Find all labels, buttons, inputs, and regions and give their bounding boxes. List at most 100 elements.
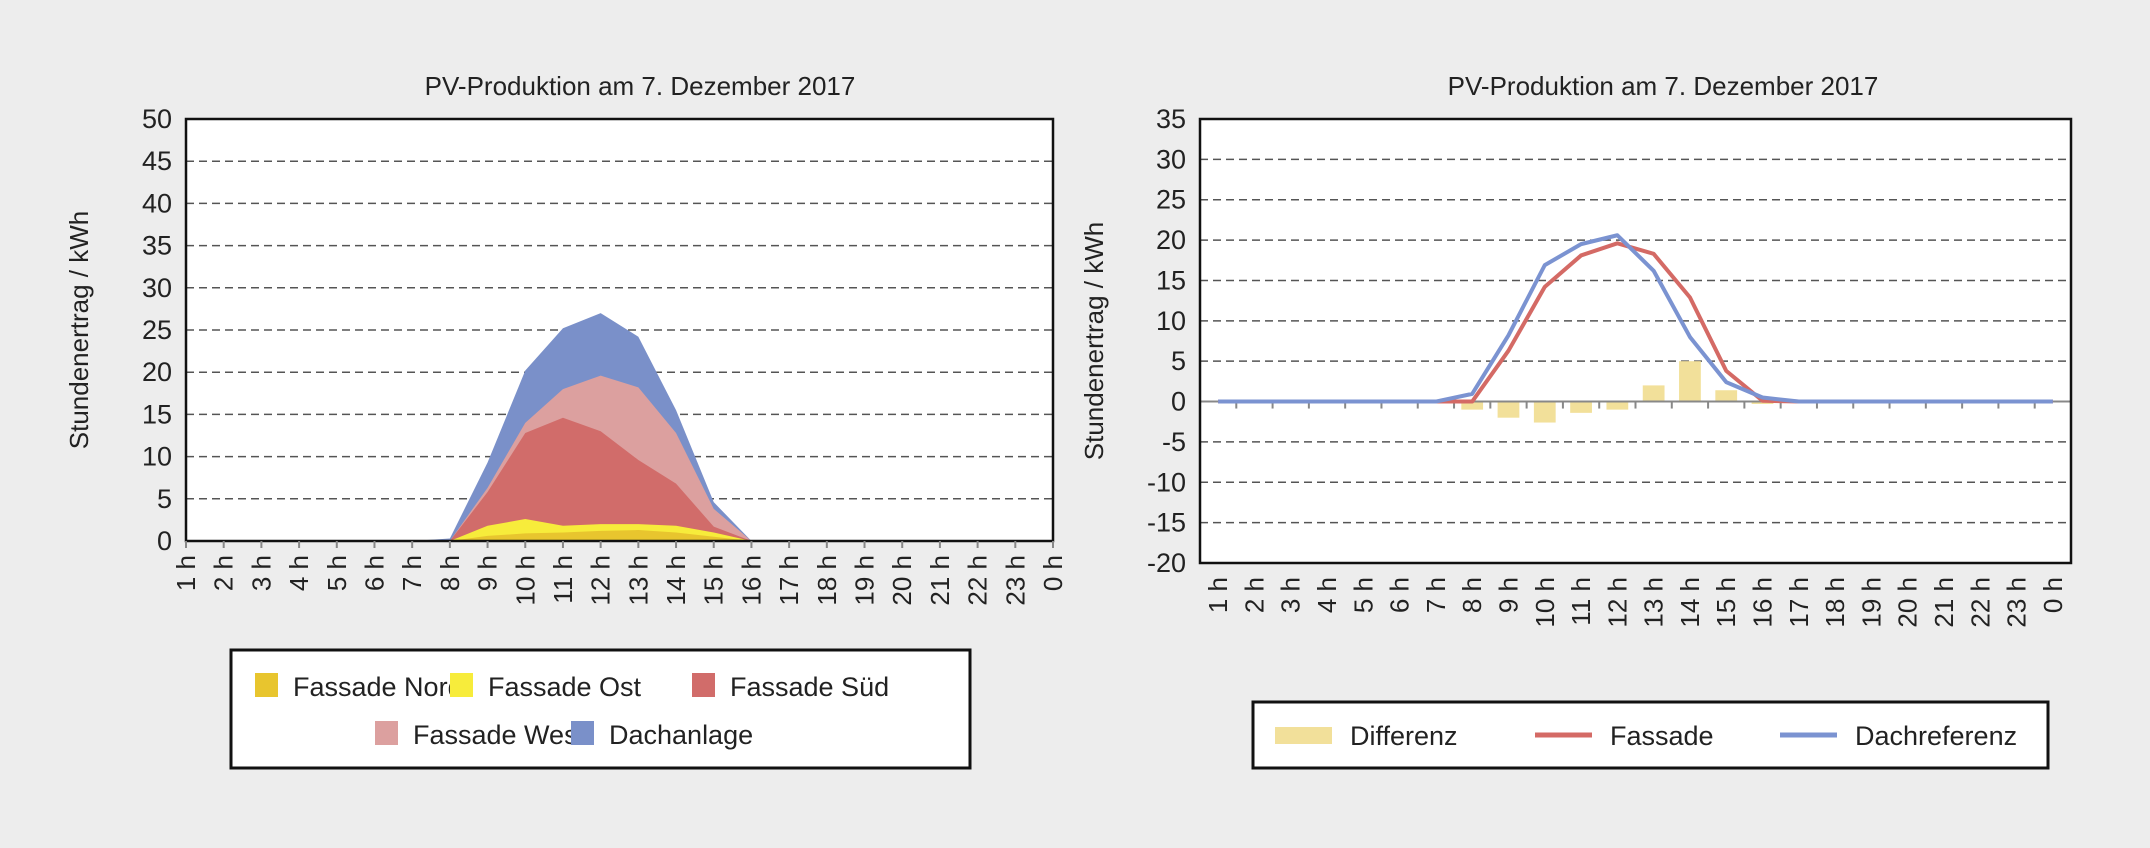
x-tick-label: 13 h (1639, 577, 1669, 628)
x-tick-label: 14 h (661, 555, 691, 606)
legend-label: Differenz (1350, 721, 1458, 751)
x-tick-label: 7 h (397, 555, 427, 591)
x-tick-label: 22 h (1965, 577, 1995, 628)
area-fassade-sued (186, 417, 1053, 541)
legend-swatch (375, 721, 398, 745)
y-tick-label: 40 (142, 188, 172, 218)
x-tick-label: 14 h (1675, 577, 1705, 628)
y-tick-label: 10 (142, 442, 172, 472)
y-tick-label: -15 (1147, 508, 1186, 538)
y-tick-label: -20 (1147, 548, 1186, 578)
x-tick-label: 10 h (510, 555, 540, 606)
x-tick-label: 10 h (1530, 577, 1560, 628)
chart-title: PV-Produktion am 7. Dezember 2017 (425, 71, 856, 101)
x-tick-label: 15 h (1711, 577, 1741, 628)
legend (1251, 700, 2050, 770)
legend-swatch (571, 721, 594, 745)
x-tick-label: 23 h (2002, 577, 2032, 628)
bar-differenz (1461, 401, 1484, 410)
x-tick-label: 0 h (1038, 555, 1068, 591)
x-tick-label: 9 h (473, 555, 503, 591)
x-tick-label: 3 h (1276, 577, 1306, 613)
y-tick-label: 0 (1171, 387, 1186, 417)
x-tick-label: 12 h (1602, 577, 1632, 628)
x-tick-label: 3 h (246, 555, 276, 591)
plot-border (184, 117, 1055, 543)
x-tick-label: 6 h (1385, 577, 1415, 613)
x-tick-label: 1 h (171, 555, 201, 591)
x-tick-label: 19 h (1856, 577, 1886, 628)
bar-differenz (1570, 401, 1592, 413)
y-tick-label: 15 (1156, 265, 1186, 295)
y-tick-label: -5 (1162, 427, 1186, 457)
legend-swatch (692, 673, 715, 697)
y-axis-title: Stundenertrag / kWh (1079, 222, 1109, 460)
y-tick-label: 30 (1156, 144, 1186, 174)
y-tick-label: 25 (142, 315, 172, 345)
x-tick-label: 18 h (1820, 577, 1850, 628)
x-tick-label: 1 h (1203, 577, 1233, 613)
y-tick-label: 15 (142, 399, 172, 429)
x-tick-label: 4 h (1312, 577, 1342, 613)
legend-label: Fassade Ost (488, 672, 642, 702)
plot-border (1198, 117, 2073, 565)
bar-differenz (1679, 361, 1701, 402)
legend-label: Fassade West (413, 720, 586, 750)
x-tick-label: 2 h (209, 555, 239, 591)
legend-swatch (255, 673, 278, 697)
y-tick-label: 45 (142, 146, 172, 176)
y-tick-label: 10 (1156, 306, 1186, 336)
x-tick-label: 7 h (1421, 577, 1451, 613)
x-tick-label: 18 h (812, 555, 842, 606)
x-tick-label: 11 h (548, 555, 578, 604)
x-tick-label: 8 h (435, 555, 465, 591)
legend-swatch (1275, 727, 1332, 744)
x-tick-label: 11 h (1566, 577, 1596, 626)
bar-differenz (1533, 401, 1556, 423)
y-tick-label: 0 (157, 526, 172, 556)
y-tick-label: 35 (1156, 104, 1186, 134)
x-tick-label: 17 h (1784, 577, 1814, 628)
x-tick-label: 9 h (1493, 577, 1523, 613)
area-fassade-ost (186, 519, 1053, 541)
bar-differenz (1642, 385, 1665, 402)
bar-differenz (1751, 401, 1774, 404)
y-tick-label: -10 (1147, 467, 1186, 497)
area-fassade-nord (186, 530, 1053, 541)
x-tick-label: 12 h (586, 555, 616, 606)
y-axis-title: Stundenertrag / kWh (64, 211, 94, 449)
y-tick-label: 20 (1156, 225, 1186, 255)
legend-label: Dachanlage (609, 720, 753, 750)
x-tick-label: 21 h (925, 555, 955, 606)
bar-differenz (1606, 401, 1629, 410)
chart-title: PV-Produktion am 7. Dezember 2017 (1448, 71, 1879, 101)
x-tick-label: 8 h (1457, 577, 1487, 613)
y-tick-label: 20 (142, 357, 172, 387)
y-tick-label: 5 (157, 484, 172, 514)
chart-right-difference: PV-Produktion am 7. Dezember 2017 -20 -15 -… (1079, 71, 2073, 770)
legend (229, 648, 972, 770)
line-dachreferenz (1218, 233, 2053, 404)
x-tick-label: 16 h (1748, 577, 1778, 628)
x-tick-label: 5 h (1348, 577, 1378, 613)
x-tick-label: 22 h (963, 555, 993, 606)
legend-swatch (450, 673, 473, 697)
x-tick-label: 13 h (623, 555, 653, 606)
x-tick-label: 20 h (887, 555, 917, 606)
chart-left-stacked-area: PV-Produktion am 7. Dezember 2017 0 5 10 15 2… (64, 71, 1068, 770)
legend-label: Fassade Süd (730, 672, 889, 702)
x-tick-label: 21 h (1929, 577, 1959, 628)
plot-area (1200, 119, 2071, 563)
x-tick-label: 0 h (2038, 577, 2068, 613)
x-tick-label: 17 h (774, 555, 804, 606)
bar-differenz (1497, 401, 1520, 418)
x-tick-label: 19 h (850, 555, 880, 606)
x-tick-label: 20 h (1893, 577, 1923, 628)
y-tick-label: 50 (142, 104, 172, 134)
bar-differenz (1715, 390, 1738, 402)
legend-label: Fassade (1610, 721, 1714, 751)
x-tick-label: 5 h (322, 555, 352, 591)
y-tick-label: 5 (1171, 346, 1186, 376)
x-tick-label: 2 h (1239, 577, 1269, 613)
